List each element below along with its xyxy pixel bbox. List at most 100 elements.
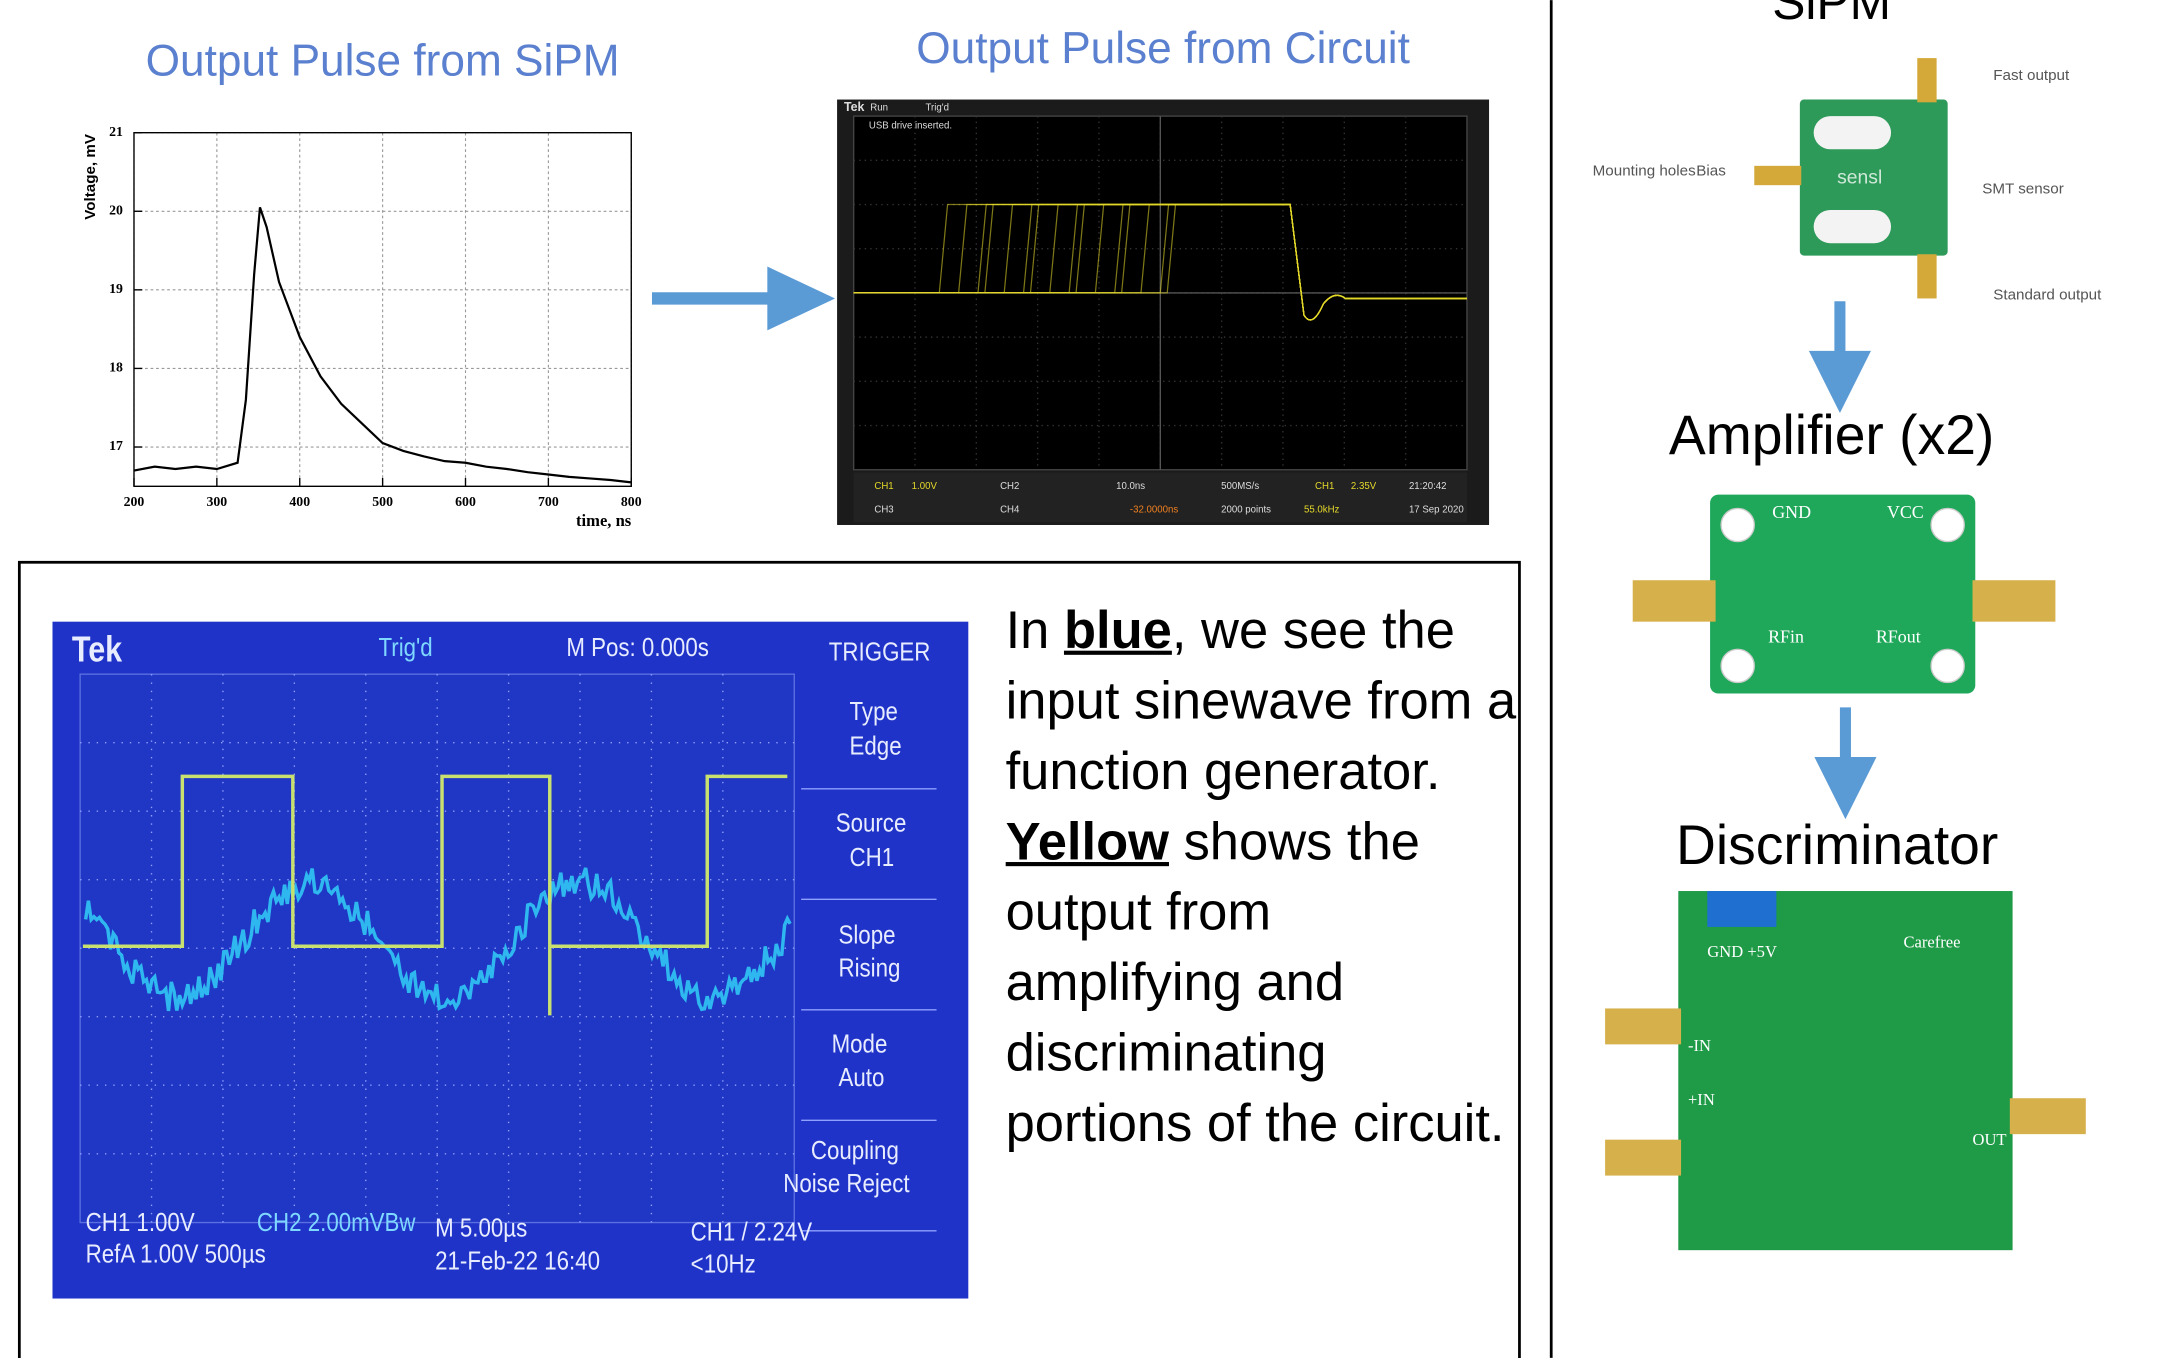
scope-label: 2000 points: [1221, 504, 1271, 515]
y-tick-label: 20: [109, 202, 123, 217]
scope-label: Tek: [72, 630, 123, 670]
board-label: sensl: [1837, 167, 1882, 188]
scope-label: 17 Sep 2020: [1409, 504, 1464, 515]
x-tick-label: 600: [455, 494, 476, 509]
scope-label: Tek: [844, 100, 865, 114]
emphasis: blue: [1064, 602, 1172, 660]
scope-label: Coupling: [811, 1136, 899, 1165]
x-tick-label: 700: [538, 494, 559, 509]
scope-label: M 5.00µs: [435, 1214, 527, 1243]
connector: [1973, 580, 2056, 621]
scope-label: Type: [850, 697, 898, 726]
scope-title: Output Pulse from Circuit: [916, 24, 1410, 73]
connector: [1917, 254, 1936, 298]
board-label: Standard output: [1993, 287, 2102, 304]
hole: [1721, 649, 1754, 682]
y-tick-label: 17: [109, 438, 123, 453]
scope-label: -32.0000ns: [1130, 504, 1178, 515]
text-run: In: [1006, 602, 1064, 660]
scope-label: Slope: [838, 921, 895, 950]
hole: [1814, 210, 1891, 243]
scope-label: RefA 1.00V 500µs: [86, 1240, 266, 1269]
slide: Output Pulse from SiPM Output Pulse from…: [0, 0, 2159, 1358]
scope-label: 2.35V: [1351, 481, 1377, 492]
x-axis-label: time, ns: [576, 511, 632, 530]
arrow: [652, 276, 821, 320]
arrow: [1818, 301, 1862, 400]
board-label: Mounting holes: [1593, 162, 1696, 179]
hole: [1721, 508, 1754, 541]
connector: [1754, 166, 1801, 185]
emphasis: Yellow: [1006, 814, 1169, 872]
y-axis-label: Voltage, mV: [82, 133, 99, 220]
scope-label: CH1 / 2.24V: [691, 1218, 813, 1247]
scope-label: CH1: [850, 844, 895, 873]
scope-label: CH3: [874, 504, 893, 515]
x-tick-label: 300: [207, 494, 228, 509]
description: In blue, we see the input sinewave from …: [1006, 597, 1517, 1161]
section-title: SiPM: [1772, 0, 1891, 30]
scope-label: CH2 2.00mVBw: [257, 1208, 416, 1237]
circuit-scope: Tek Run Trig'd USB drive inserted. CH1 1.00V C…: [837, 100, 1489, 525]
scope-label: M Pos: 0.000s: [566, 634, 709, 663]
section-title: Amplifier (x2): [1669, 404, 1994, 466]
terminal: [1707, 891, 1776, 927]
arrow: [1823, 707, 1867, 806]
scope-label: 21-Feb-22 16:40: [435, 1247, 600, 1276]
scope-label: CH4: [1000, 504, 1020, 515]
board-label: OUT: [1973, 1130, 2007, 1149]
connector: [2010, 1098, 2086, 1134]
scope-label: 1.00V: [912, 481, 938, 492]
scope-label: Trig'd: [925, 102, 949, 113]
board-label: SMT sensor: [1982, 180, 2064, 197]
sipm-plot: 17 18 19 20 21 200 300 400 500 600 700 800 time, ns V…: [82, 124, 642, 530]
y-tick-label: 19: [109, 281, 123, 296]
hole: [1931, 649, 1964, 682]
board-label: GND +5V: [1707, 942, 1777, 961]
scope-label: Trig'd: [378, 634, 432, 663]
scope-label: 21:20:42: [1409, 481, 1447, 492]
scope-label: <10Hz: [691, 1250, 756, 1279]
x-tick-label: 200: [124, 494, 145, 509]
scope-label: TRIGGER: [829, 638, 931, 667]
description-box: In blue, we see the input sinewave from …: [1006, 597, 1517, 1329]
scope-label: CH1: [1315, 481, 1334, 492]
section-title: Discriminator: [1676, 814, 1998, 876]
board-label: Bias: [1696, 162, 1726, 179]
page: {"sipm_plot":{"type":"line","title":"Out…: [0, 0, 2159, 1358]
x-tick-label: 800: [621, 494, 642, 509]
scope-label: CH1: [874, 481, 893, 492]
board-label: Fast output: [1993, 67, 2070, 84]
scope-label: Edge: [850, 732, 902, 761]
scope-label: 10.0ns: [1116, 481, 1145, 492]
scope-label: Mode: [832, 1030, 888, 1059]
scope-label: Rising: [838, 954, 900, 983]
x-tick-label: 400: [289, 494, 310, 509]
board-label: RFin: [1768, 626, 1804, 646]
scope-label: Source: [836, 809, 907, 838]
scope-label: USB drive inserted.: [869, 120, 952, 131]
connector: [1605, 1008, 1681, 1044]
scope-label: Run: [870, 102, 888, 113]
x-tick-label: 500: [372, 494, 393, 509]
board-label: -IN: [1688, 1036, 1711, 1055]
scope-label: CH2: [1000, 481, 1019, 492]
scope-label: Noise Reject: [783, 1170, 910, 1199]
board-label: GND: [1772, 502, 1811, 522]
scope-label: Auto: [838, 1063, 884, 1092]
y-tick-label: 18: [109, 360, 123, 375]
board-label: +IN: [1688, 1090, 1715, 1109]
scope-label: 500MS/s: [1221, 481, 1259, 492]
connector: [1917, 58, 1936, 102]
y-tick-label: 21: [109, 124, 123, 139]
board-label: RFout: [1876, 626, 1921, 646]
plot-title: Output Pulse from SiPM: [146, 36, 620, 85]
connector: [1633, 580, 1716, 621]
hole: [1931, 508, 1964, 541]
connector: [1605, 1140, 1681, 1176]
scope-label: 55.0kHz: [1304, 504, 1340, 515]
function-scope: Tek Trig'd M Pos: 0.000s TRIGGER Type Edge Sou…: [52, 622, 968, 1299]
hole: [1814, 116, 1891, 149]
scope-label: CH1 1.00V: [86, 1208, 196, 1237]
